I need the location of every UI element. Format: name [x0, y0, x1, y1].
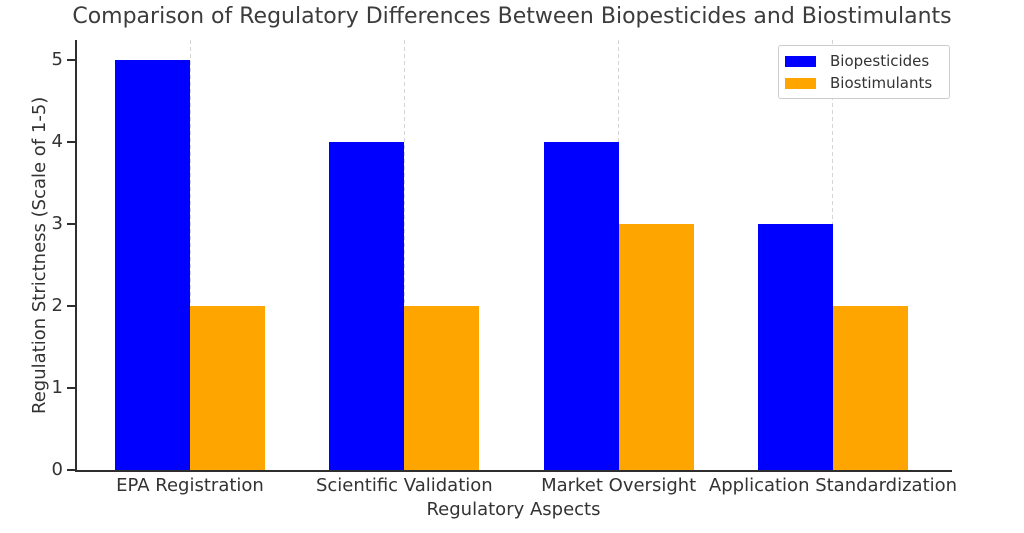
y-tick-mark-5	[67, 59, 75, 62]
bar-biostimulants-scientific-validation	[404, 306, 480, 470]
y-tick-label-3: 3	[51, 213, 63, 235]
gridline-epa-registration	[189, 40, 191, 470]
bar-biopesticides-market-oversight	[543, 142, 619, 470]
legend-entries: Biopesticides Biostimulants	[785, 52, 941, 92]
legend-label-biostimulants: Biostimulants	[830, 74, 933, 92]
bar-biopesticides-scientific-validation	[329, 142, 405, 470]
legend-swatch-biostimulants	[785, 77, 816, 89]
chart-title: Comparison of Regulatory Differences Bet…	[72, 4, 952, 29]
x-tick-label-epa-registration: EPA Registration	[116, 475, 264, 496]
x-axis-spine	[75, 470, 952, 472]
y-tick-mark-0	[67, 469, 75, 471]
x-axis-label: Regulatory Aspects	[426, 499, 601, 520]
y-tick-mark-4	[67, 141, 75, 144]
y-tick-label-5: 5	[51, 49, 63, 71]
y-tick-label-1: 1	[51, 377, 63, 399]
bar-biopesticides-epa-registration	[115, 60, 190, 470]
y-tick-label-2: 2	[51, 295, 63, 317]
y-tick-mark-2	[67, 305, 75, 308]
y-tick-mark-3	[67, 223, 75, 226]
gridline-scientific-validation	[403, 40, 405, 470]
x-tick-label-market-oversight: Market Oversight	[541, 475, 697, 496]
y-axis-spine	[75, 40, 77, 472]
legend-entry-biopesticides: Biopesticides	[785, 52, 941, 70]
legend: Biopesticides Biostimulants	[778, 45, 950, 99]
bar-biostimulants-market-oversight	[618, 224, 694, 470]
x-tick-label-application-standardization: Application Standardization	[708, 475, 958, 496]
y-tick-mark-1	[67, 387, 75, 390]
bar-biostimulants-application-standardization	[832, 306, 908, 470]
y-axis-label: Regulation Strictness (Scale of 1-5)	[29, 96, 50, 414]
plot-area	[77, 40, 950, 470]
bar-biopesticides-application-standardization	[757, 224, 833, 470]
gridline-application-standardization	[832, 40, 834, 470]
y-tick-label-0: 0	[51, 459, 63, 480]
legend-entry-biostimulants: Biostimulants	[785, 74, 941, 92]
legend-label-biopesticides: Biopesticides	[830, 52, 930, 70]
x-tick-label-scientific-validation: Scientific Validation	[315, 475, 493, 496]
bar-biostimulants-epa-registration	[190, 306, 265, 470]
legend-swatch-biopesticides	[785, 55, 816, 67]
y-tick-label-4: 4	[51, 131, 63, 153]
